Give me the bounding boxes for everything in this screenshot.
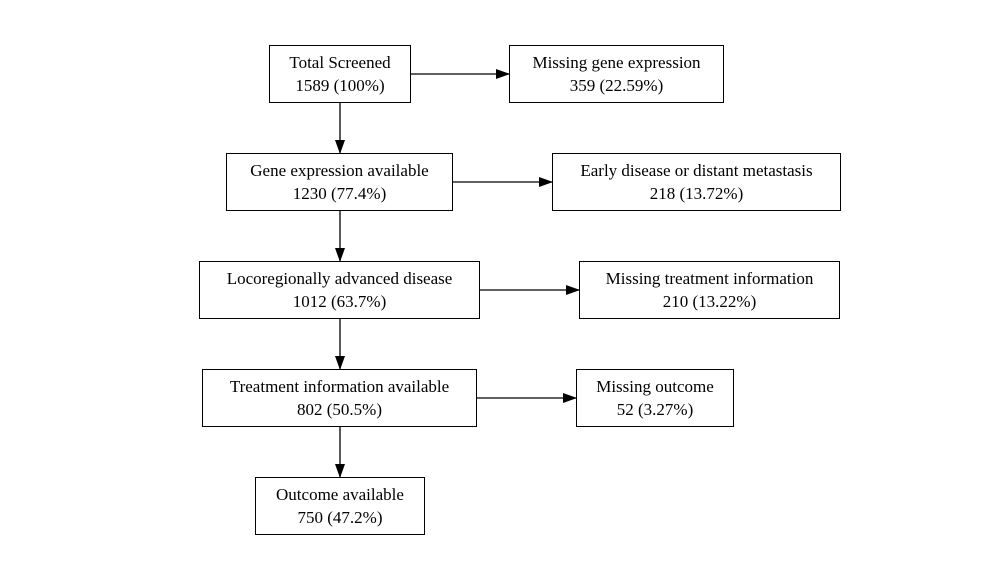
node-gene-expression-available-label: Gene expression available (250, 161, 429, 180)
node-gene-expression-available-value: 1230 (77.4%) (292, 184, 387, 203)
node-treatment-available-value: 802 (50.5%) (297, 400, 382, 419)
node-missing-outcome-label: Missing outcome (596, 377, 714, 396)
node-outcome-available: Outcome available 750 (47.2%) (255, 477, 425, 535)
node-total-screened-label: Total Screened (289, 53, 391, 72)
node-locoregionally-advanced: Locoregionally advanced disease 1012 (63… (199, 261, 480, 319)
node-missing-treatment: Missing treatment information 210 (13.22… (579, 261, 840, 319)
node-early-disease-value: 218 (13.72%) (649, 184, 744, 203)
node-treatment-available: Treatment information available 802 (50.… (202, 369, 477, 427)
node-missing-treatment-value: 210 (13.22%) (662, 292, 757, 311)
node-treatment-available-label: Treatment information available (229, 377, 450, 396)
node-missing-gene-expression-label: Missing gene expression (532, 53, 701, 72)
node-missing-gene-expression: Missing gene expression 359 (22.59%) (509, 45, 724, 103)
node-total-screened: Total Screened 1589 (100%) (269, 45, 411, 103)
node-total-screened-value: 1589 (100%) (295, 76, 385, 95)
node-missing-outcome-value: 52 (3.27%) (616, 400, 694, 419)
node-outcome-available-label: Outcome available (276, 485, 404, 504)
node-missing-outcome: Missing outcome 52 (3.27%) (576, 369, 734, 427)
node-early-disease-label: Early disease or distant metastasis (580, 161, 813, 180)
node-early-disease: Early disease or distant metastasis 218 … (552, 153, 841, 211)
node-outcome-available-value: 750 (47.2%) (297, 508, 383, 527)
node-missing-gene-expression-value: 359 (22.59%) (569, 76, 664, 95)
node-locoregionally-advanced-label: Locoregionally advanced disease (226, 269, 453, 288)
node-locoregionally-advanced-value: 1012 (63.7%) (292, 292, 387, 311)
node-missing-treatment-label: Missing treatment information (605, 269, 814, 288)
node-gene-expression-available: Gene expression available 1230 (77.4%) (226, 153, 453, 211)
